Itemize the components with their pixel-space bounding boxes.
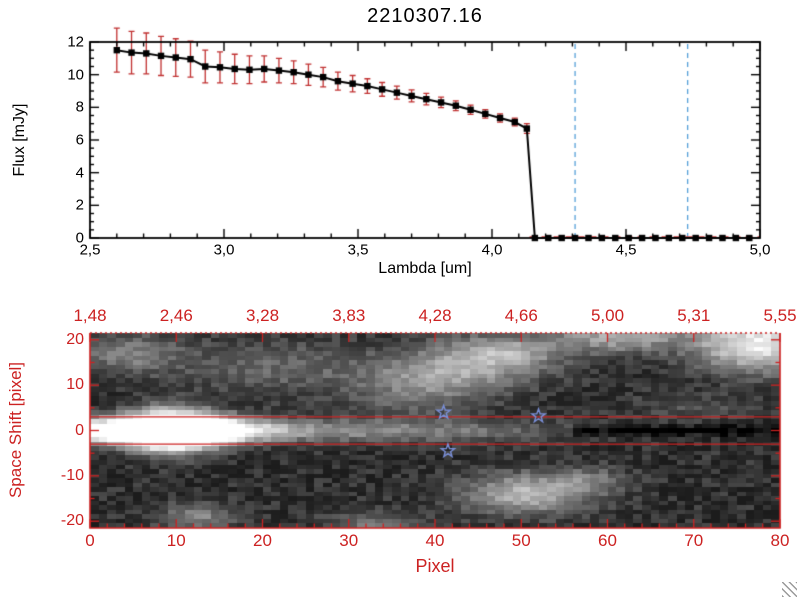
flux-tick-label: 2 — [75, 196, 84, 214]
pixel-tick-label: 40 — [425, 531, 445, 550]
wavelength-top-tick-label: 2,46 — [159, 306, 193, 325]
wavelength-top-tick-label: 5,00 — [590, 306, 625, 325]
wavelength-top-tick-label: 5,31 — [677, 306, 711, 325]
resize-grip[interactable] — [782, 582, 797, 597]
lambda-tick-label: 3,0 — [213, 241, 235, 259]
lambda-tick-label: 4,0 — [481, 241, 503, 259]
pixel-tick-label: 70 — [684, 531, 704, 550]
flux-tick-label: 6 — [75, 131, 84, 149]
plot-title: 2210307.16 — [367, 5, 483, 27]
lambda-tick-label: 5,0 — [749, 241, 771, 259]
pixel-tick-label: 20 — [253, 531, 272, 550]
lambda-tick-label: 3,5 — [347, 241, 369, 259]
space-shift-tick-label: 10 — [66, 376, 84, 394]
pixel-axis-label: Pixel — [415, 556, 455, 576]
pixel-tick-label: 0 — [85, 531, 95, 550]
pixel-tick-label: 30 — [339, 531, 359, 550]
flux-tick-label: 0 — [75, 229, 84, 247]
space-shift-tick-label: -10 — [60, 466, 84, 484]
space-shift-tick-label: -20 — [60, 512, 84, 530]
flux-tick-label: 4 — [75, 164, 84, 182]
wavelength-top-tick-label: 4,66 — [504, 306, 538, 325]
pixel-tick-label: 10 — [166, 531, 186, 550]
wavelength-top-tick-label: 5,55 — [763, 306, 797, 325]
flux-axis-label: Flux [mJy] — [11, 103, 28, 177]
space-shift-tick-label: 20 — [66, 330, 84, 348]
wavelength-top-tick-label: 3,28 — [245, 306, 280, 325]
wavelength-top-tick-label: 4,28 — [418, 306, 452, 325]
space-shift-axis-label: Space Shift [pixel] — [6, 361, 25, 499]
flux-tick-label: 8 — [75, 98, 84, 116]
lambda-tick-label: 2,5 — [79, 241, 101, 259]
flux-tick-label: 12 — [67, 33, 84, 51]
lambda-tick-label: 4,5 — [615, 241, 637, 259]
pixel-tick-label: 60 — [598, 531, 617, 550]
flux-tick-label: 10 — [67, 66, 84, 84]
wavelength-top-tick-label: 1,48 — [73, 306, 107, 325]
wavelength-top-tick-label: 3,83 — [332, 306, 366, 325]
pixel-tick-label: 80 — [770, 531, 790, 550]
lambda-axis-label: Lambda [um] — [378, 260, 472, 277]
pixel-tick-label: 50 — [511, 531, 531, 550]
space-shift-tick-label: 0 — [75, 421, 84, 439]
